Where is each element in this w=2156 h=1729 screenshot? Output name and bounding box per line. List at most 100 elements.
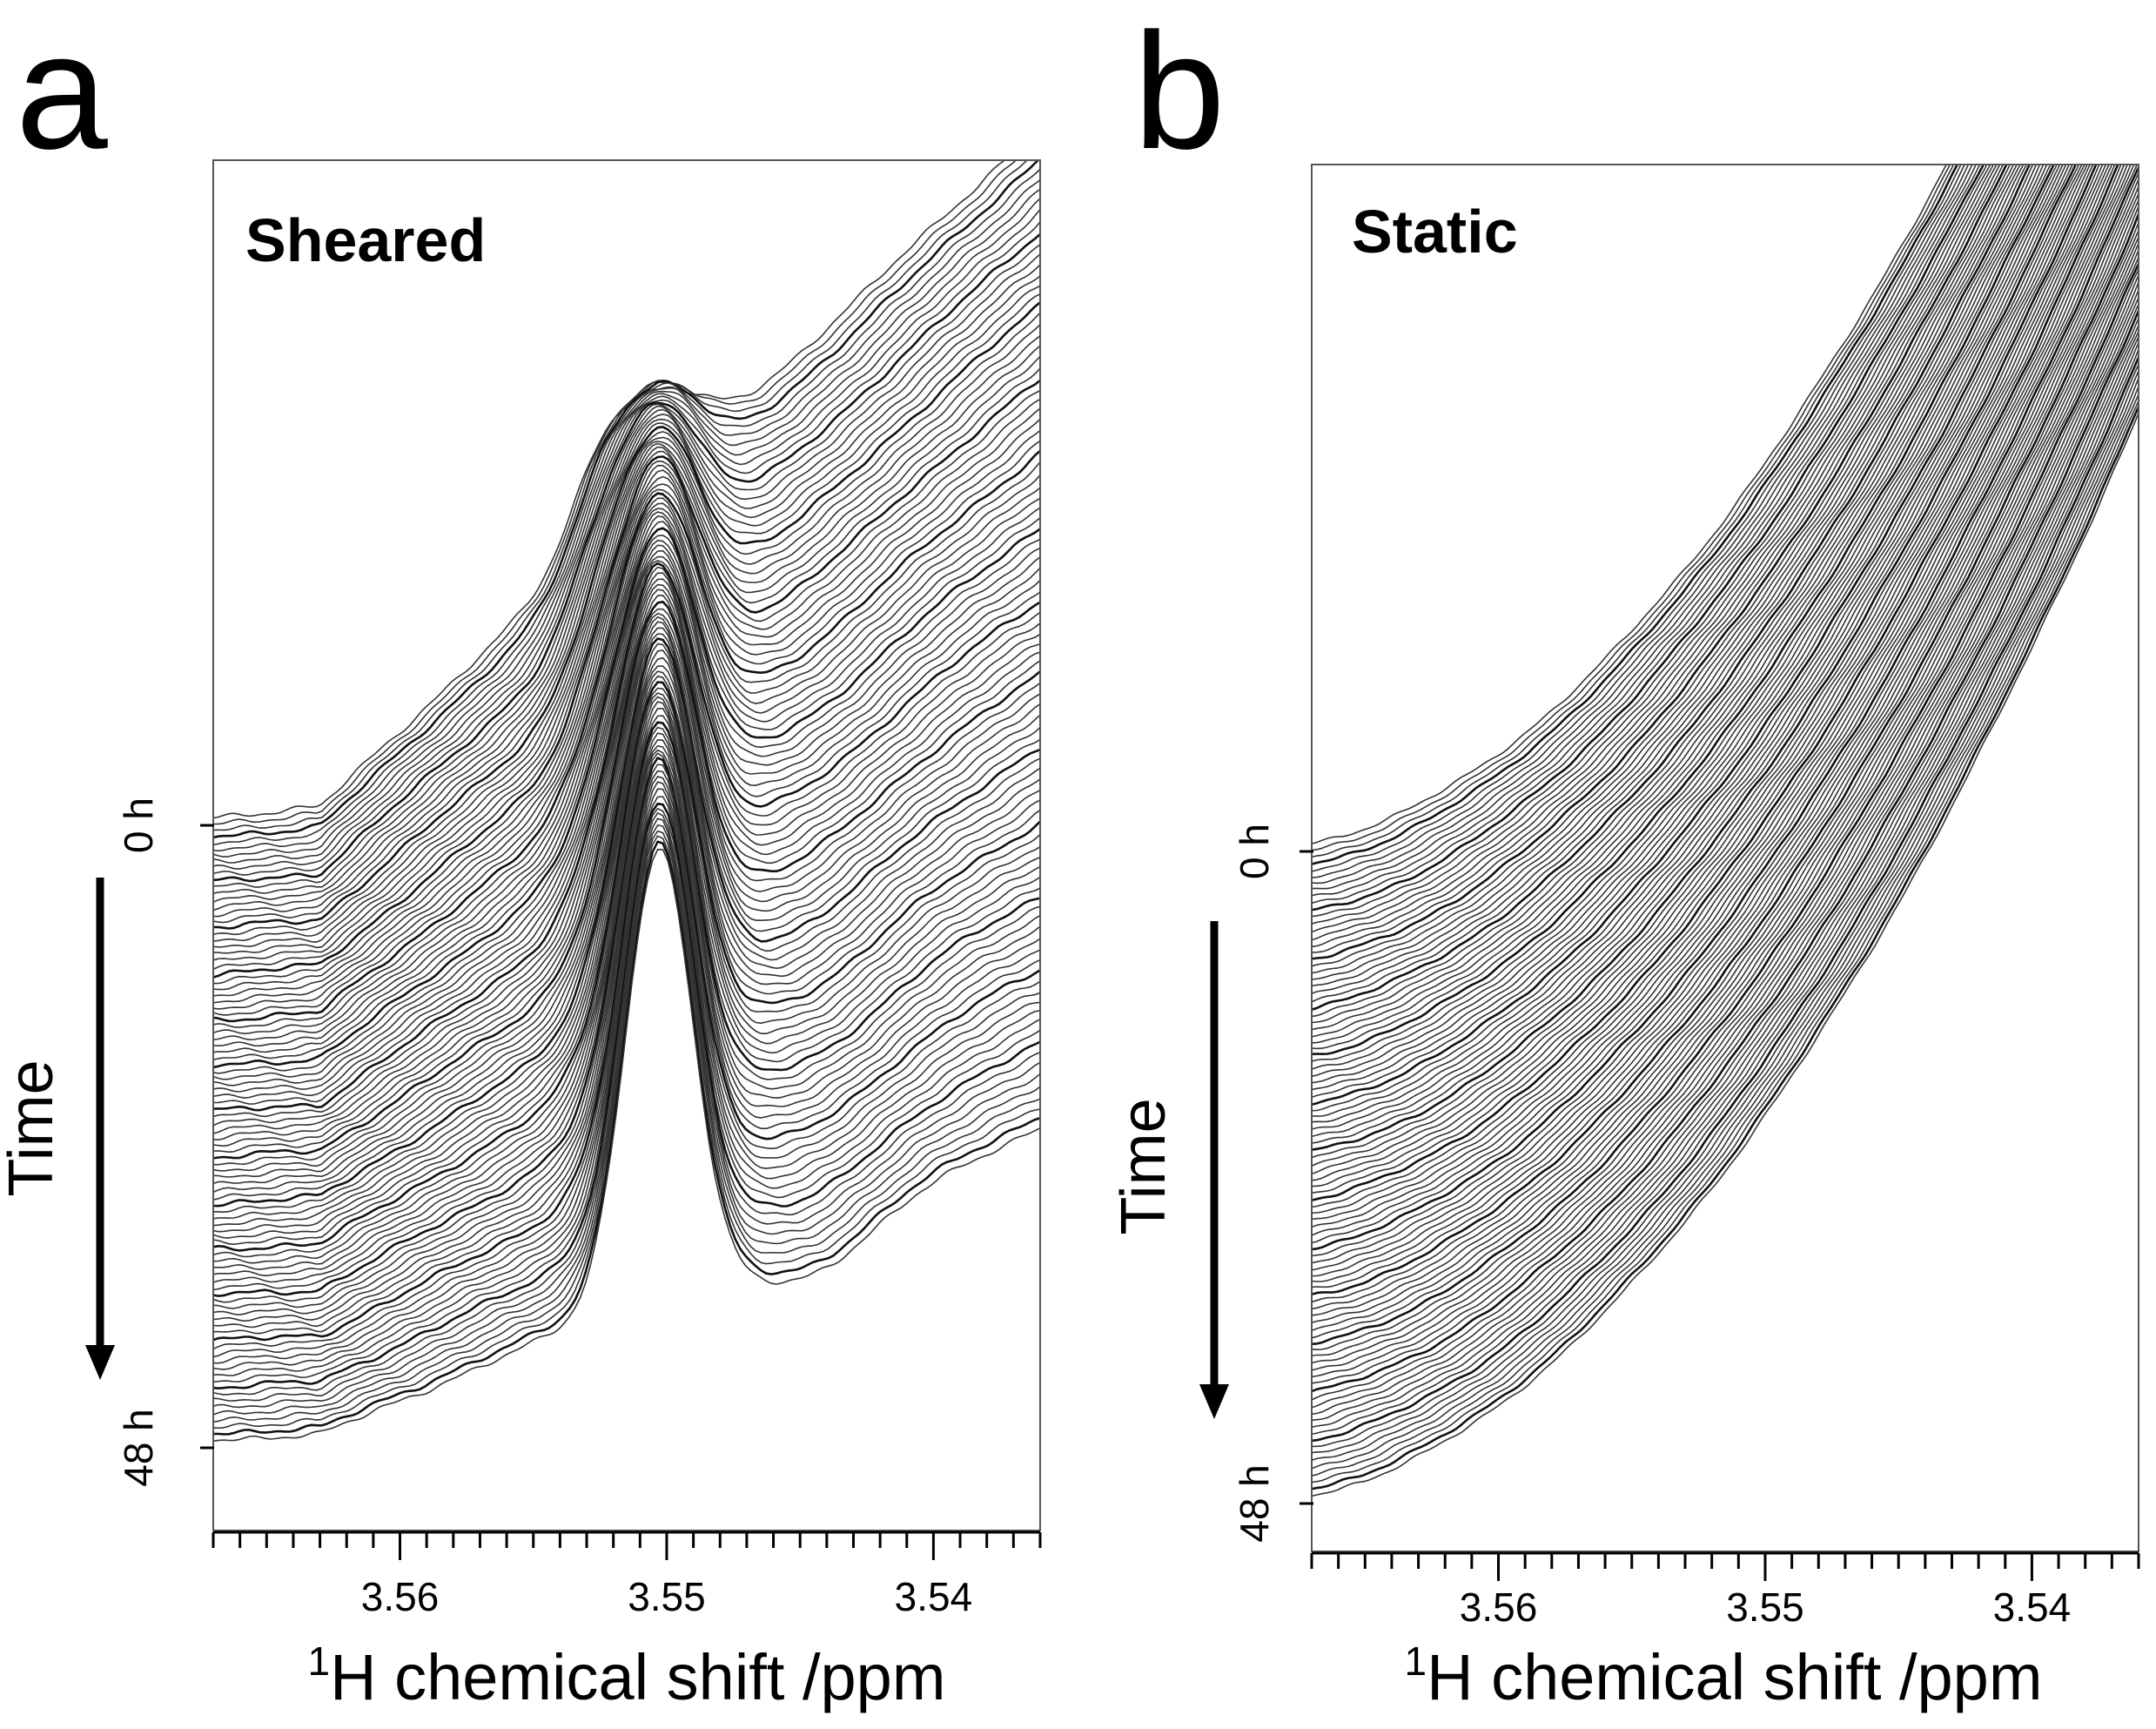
spectrum-trace: [1312, 166, 2139, 1251]
spectrum-trace: [213, 665, 1040, 1233]
spectrum-trace: [213, 776, 1040, 1364]
spectrum-trace: [213, 807, 1040, 1396]
spectrum-trace: [1312, 165, 2092, 1138]
panel-a: a Sheared 3.56 3.55 3.54 1H chemical shift /p…: [0, 0, 1042, 1713]
spectrum-trace: [213, 824, 1040, 1416]
spectrum-trace: [1312, 165, 1995, 933]
spectrum-trace: [1312, 165, 2032, 1012]
spectrum-trace: [213, 389, 1040, 985]
spectrum-trace: [1312, 406, 2139, 1490]
spectrum-trace: [1312, 165, 2008, 960]
spectrum-trace: [1312, 165, 2038, 1024]
spectrum-trace: [1312, 165, 2116, 1194]
x-tick-label: 3.55: [628, 1574, 706, 1619]
spectrum-trace: [1312, 165, 2128, 1221]
spectrum-trace: [1312, 165, 2025, 994]
spectrum-trace: [1312, 249, 2139, 1331]
time-tick-label: 48 h: [1232, 1464, 1277, 1543]
time-arrow-head: [1199, 1384, 1229, 1419]
spectrum-trace: [213, 379, 1040, 979]
spectrum-trace: [213, 707, 1040, 1283]
spectrum-trace: [1312, 165, 1962, 872]
spectrum-trace: [213, 749, 1040, 1329]
x-axis-label: 1H chemical shift /ppm: [1405, 1638, 2043, 1713]
spectrum-trace: [1312, 165, 2119, 1201]
spectrum-trace: [1312, 165, 2005, 953]
spectrum-trace: [1312, 165, 2110, 1181]
spectrum-trace: [1312, 165, 2138, 1244]
panel-b: b Static 3.56 3.55 3.54 1H chemical shift /pp…: [1109, 0, 2140, 1713]
panel-title: Static: [1352, 198, 1518, 266]
spectrum-trace: [213, 301, 1040, 930]
plot-frame: [212, 159, 1041, 1531]
spectrum-trace: [1312, 165, 2055, 1056]
time-tick-label: 48 h: [116, 1409, 161, 1487]
spectrum-trace: [213, 264, 1040, 904]
spectrum-trace: [213, 649, 1040, 1220]
time-arrow-head: [85, 1345, 115, 1380]
panel-letter: a: [16, 0, 108, 184]
spectrum-trace: [213, 221, 1040, 876]
spectrum-trace: [1312, 178, 2139, 1264]
spectrum-trace: [213, 670, 1040, 1239]
spectrum-trace: [213, 600, 1040, 1160]
spectrum-trace: [1312, 165, 2135, 1236]
spectrum-trace: [1312, 386, 2139, 1470]
spectrum-trace: [213, 449, 1040, 1023]
panel-title: Sheared: [245, 206, 486, 274]
spectrum-trace: [213, 555, 1040, 1099]
spectrum-trace: [1312, 263, 2139, 1345]
spectrum-trace: [213, 578, 1040, 1134]
x-tick-label: 3.56: [1460, 1584, 1538, 1630]
spectrum-trace: [1312, 237, 2139, 1316]
spectrum-trace: [1312, 310, 2139, 1393]
x-axis: 3.56 3.55 3.54: [1310, 1551, 2140, 1630]
spectrum-trace: [213, 418, 1040, 1004]
spectrum-trace: [213, 675, 1040, 1245]
spectrum-trace: [213, 232, 1040, 883]
spectrum-trace: [1312, 349, 2139, 1436]
spectrum-trace: [1312, 165, 2064, 1078]
spectrum-trace: [213, 507, 1040, 1053]
spectrum-trace: [1312, 165, 1991, 925]
spectrum-trace: [213, 687, 1040, 1258]
spectrum-trace: [213, 811, 1040, 1402]
spectrum-trace: [1312, 165, 1951, 851]
spectrum-trace: [213, 840, 1040, 1436]
spectrum-trace: [213, 757, 1040, 1342]
spectrum-trace: [213, 608, 1040, 1166]
spectrum-trace: [1312, 165, 2041, 1031]
spectrum-trace: [213, 633, 1040, 1201]
x-tick-label: 3.54: [895, 1574, 973, 1619]
panel-letter: b: [1133, 0, 1226, 184]
spectrum-trace: [1312, 165, 2028, 1003]
spectrum-trace: [1312, 342, 2139, 1428]
spectrum-trace: [213, 738, 1040, 1315]
spectrum-trace: [1312, 165, 2012, 967]
spectrum-trace: [213, 275, 1040, 912]
time-axis: 0 h 48 h Time: [0, 797, 214, 1487]
spectrum-trace: [1312, 192, 2139, 1277]
spectrum-trace: [1312, 165, 2067, 1084]
spectrum-trace: [1312, 165, 2094, 1144]
spectrum-trace: [213, 656, 1040, 1227]
spectrum-trace: [213, 324, 1040, 942]
spectrum-trace: [1312, 400, 2139, 1483]
spectrum-trace: [213, 293, 1040, 924]
spectrum-trace: [1312, 165, 1966, 878]
spectrum-trace: [213, 198, 1040, 864]
spectrum-trace: [1312, 281, 2139, 1364]
spectrum-trace: [213, 781, 1040, 1370]
spectrum-trace: [1312, 370, 2139, 1454]
spectrum-trace: [213, 398, 1040, 991]
spectra-traces: [1312, 165, 2139, 1497]
spectrum-trace: [213, 407, 1040, 997]
spectrum-trace: [213, 721, 1040, 1297]
spectrum-trace: [213, 583, 1040, 1140]
spectrum-trace: [213, 589, 1040, 1147]
spectrum-trace: [1312, 165, 2085, 1123]
spectrum-trace: [1312, 165, 2100, 1159]
spectrum-trace: [1312, 274, 2139, 1356]
spectrum-trace: [1312, 297, 2139, 1378]
